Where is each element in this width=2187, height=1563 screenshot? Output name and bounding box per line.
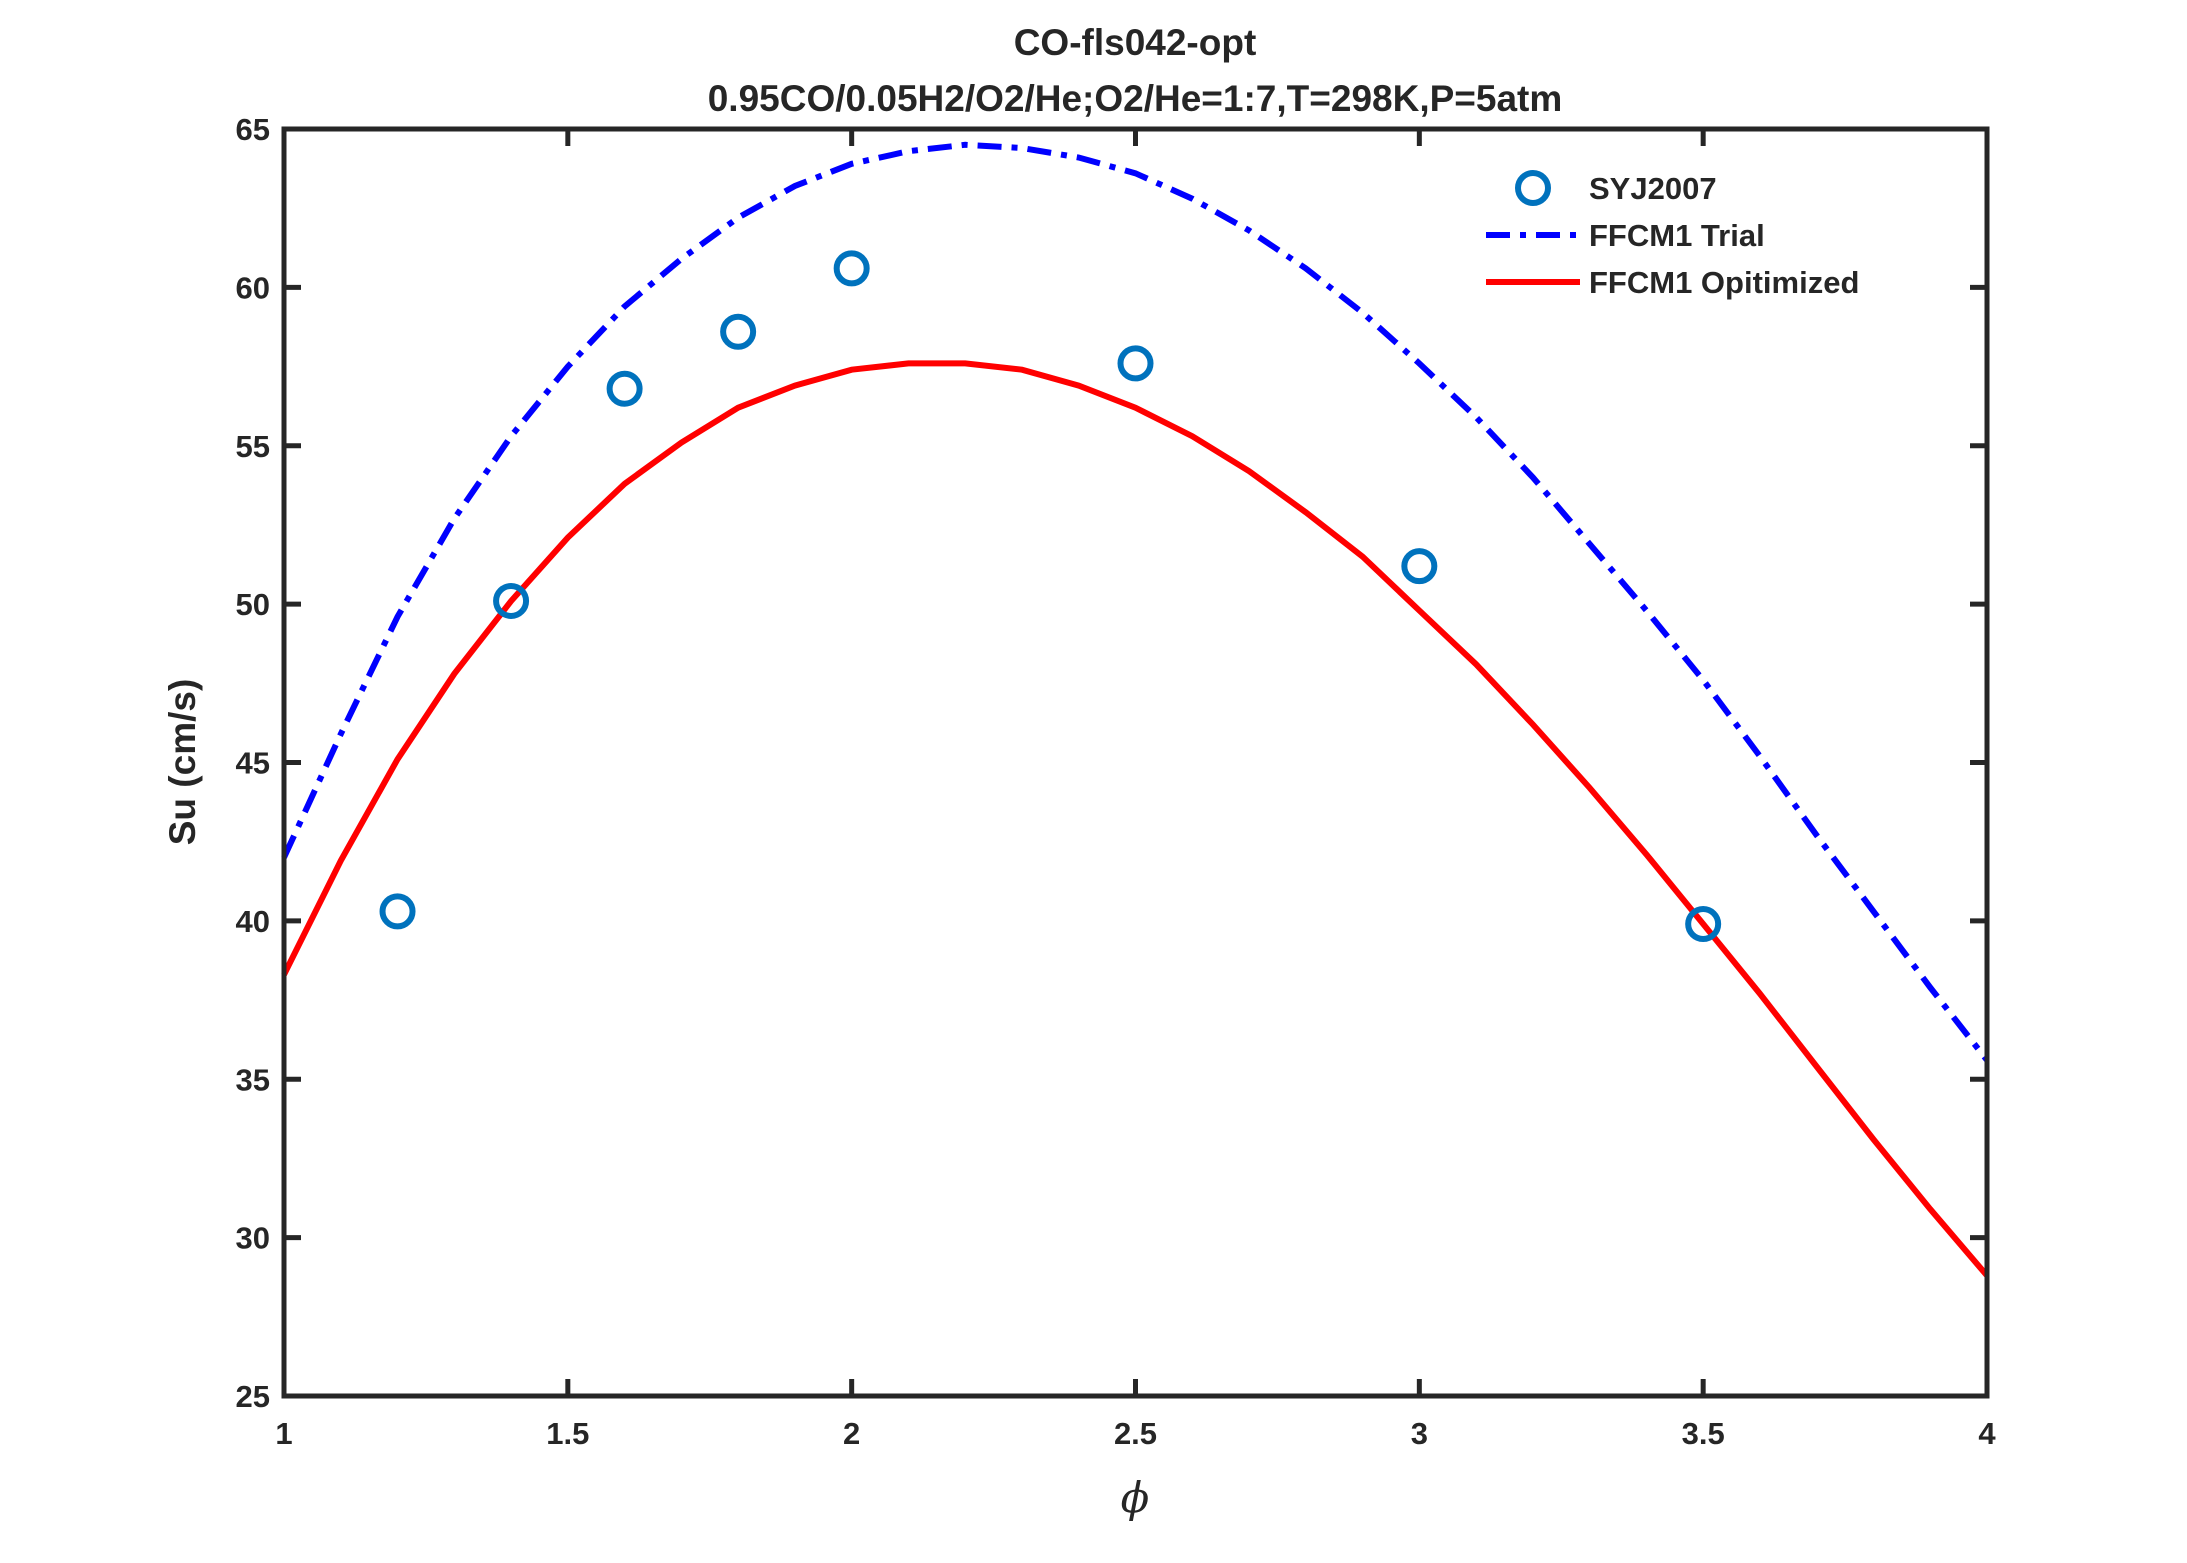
y-tick-label: 25: [236, 1379, 270, 1414]
x-tick-label: 4: [1978, 1416, 1996, 1451]
legend: SYJ2007 FFCM1 Trial FFCM1 Opitimized: [1486, 170, 1859, 300]
data-point-syj2007: [493, 582, 530, 619]
x-axis-label: ϕ: [1121, 1473, 1150, 1522]
y-tick-label: 35: [236, 1062, 270, 1097]
y-tick-label: 55: [236, 429, 270, 464]
series-line-ffcm1-trial: [281, 141, 1990, 1063]
legend-label: FFCM1 Opitimized: [1589, 265, 1859, 300]
data-point-syj2007: [606, 370, 643, 407]
y-tick-label: 45: [236, 746, 270, 781]
y-tick-label: 40: [236, 904, 270, 939]
plot-frame: [281, 126, 1990, 1399]
x-tick-label: 1.5: [546, 1416, 589, 1451]
x-tick-label: 3: [1411, 1416, 1428, 1451]
y-tick-label: 65: [236, 112, 270, 147]
data-point-syj2007: [379, 893, 416, 930]
legend-label: FFCM1 Trial: [1589, 218, 1765, 253]
chart-subtitle: 0.95CO/0.05H2/O2/He;O2/He=1:7,T=298K,P=5…: [708, 78, 1563, 119]
y-tick-label: 50: [236, 587, 270, 622]
data-point-syj2007: [1685, 906, 1722, 943]
legend-marker-syj2007: [1515, 170, 1551, 206]
data-point-syj2007: [1117, 345, 1154, 382]
data-point-syj2007: [720, 313, 757, 350]
data-point-syj2007: [1401, 548, 1438, 585]
y-tick-label: 30: [236, 1221, 270, 1256]
series-line-ffcm1-optimized: [281, 360, 1990, 1278]
data-point-syj2007: [833, 250, 870, 287]
y-axis-label: Su (cm/s): [162, 679, 203, 846]
x-tick-label: 2: [843, 1416, 860, 1451]
chart-title: CO-fls042-opt: [1014, 22, 1257, 63]
x-tick-label: 2.5: [1114, 1416, 1157, 1451]
y-tick-label: 60: [236, 270, 270, 305]
x-tick-label: 1: [275, 1416, 292, 1451]
legend-label: SYJ2007: [1589, 171, 1717, 206]
x-tick-label: 3.5: [1682, 1416, 1725, 1451]
